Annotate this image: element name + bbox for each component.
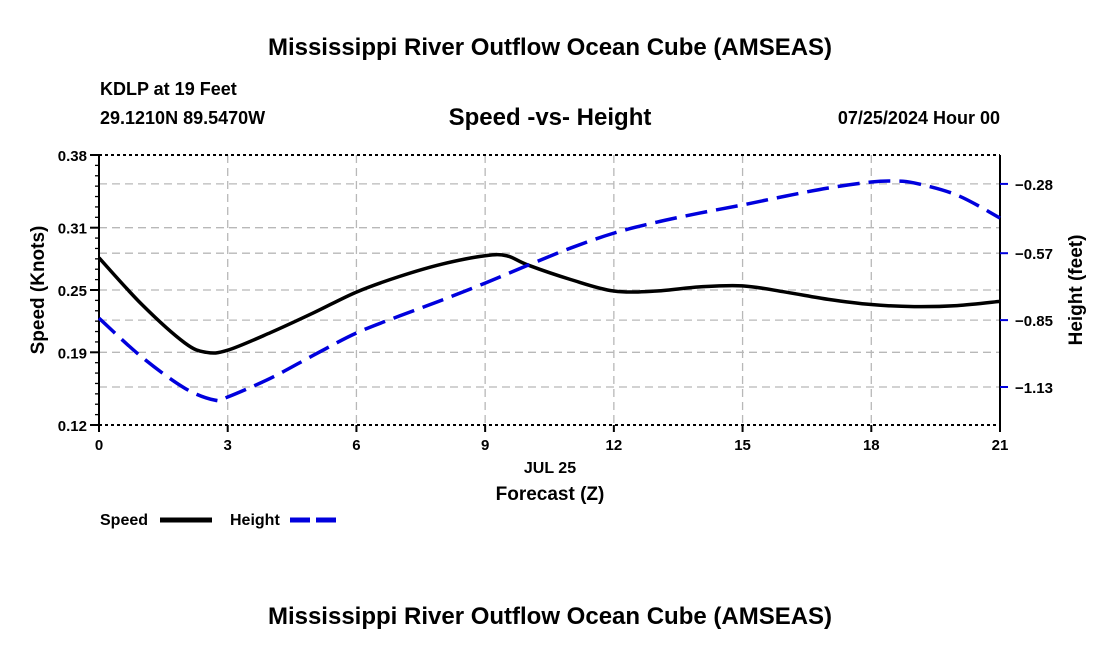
x-tick-label: 6 [352,437,360,454]
x-tick-label: 18 [863,437,880,454]
datetime-label: 07/25/2024 Hour 00 [838,108,1000,128]
y-axis-label: Speed (Knots) [28,226,49,355]
grid [99,155,1000,425]
x-tick-label: 21 [992,437,1009,454]
x-tick-label: 0 [95,437,103,454]
y2-tick-label: −0.28 [1015,177,1053,194]
y2-tick-label: −0.85 [1015,313,1053,330]
legend: Speed Height [100,512,342,529]
y2-axis-label: Height (feet) [1066,235,1087,346]
coords-label: 29.1210N 89.5470W [100,108,265,128]
footer-title: Mississippi River Outflow Ocean Cube (AM… [268,603,832,630]
main-title: Mississippi River Outflow Ocean Cube (AM… [268,34,832,61]
series-line-speed [97,252,1001,355]
series-line-height [97,179,1001,403]
x-axis-label: Forecast (Z) [496,484,605,505]
x-tick-label: 12 [606,437,623,454]
x-tick-label: 9 [481,437,489,454]
chart-title: Speed -vs- Height [449,104,652,131]
station-label: KDLP at 19 Feet [100,79,237,99]
y2-tick-label: −0.57 [1015,246,1053,263]
series-lines [97,179,1001,403]
x-tick-label: 3 [224,437,232,454]
legend-height-label: Height [230,512,280,529]
legend-speed-label: Speed [100,512,148,529]
y2-tick-label: −1.13 [1015,380,1053,397]
x-sublabel: JUL 25 [524,460,576,477]
x-tick-label: 15 [734,437,751,454]
y-tick-label: 0.19 [58,345,87,362]
y-tick-label: 0.12 [58,418,87,435]
axes: 0.12 0.19 0.25 0.31 0.38 −0.28 −0.57 −0.85 −1.13… [58,148,1053,454]
y-tick-label: 0.25 [58,283,87,300]
y-tick-label: 0.31 [58,221,87,238]
y-tick-label: 0.38 [58,148,87,165]
